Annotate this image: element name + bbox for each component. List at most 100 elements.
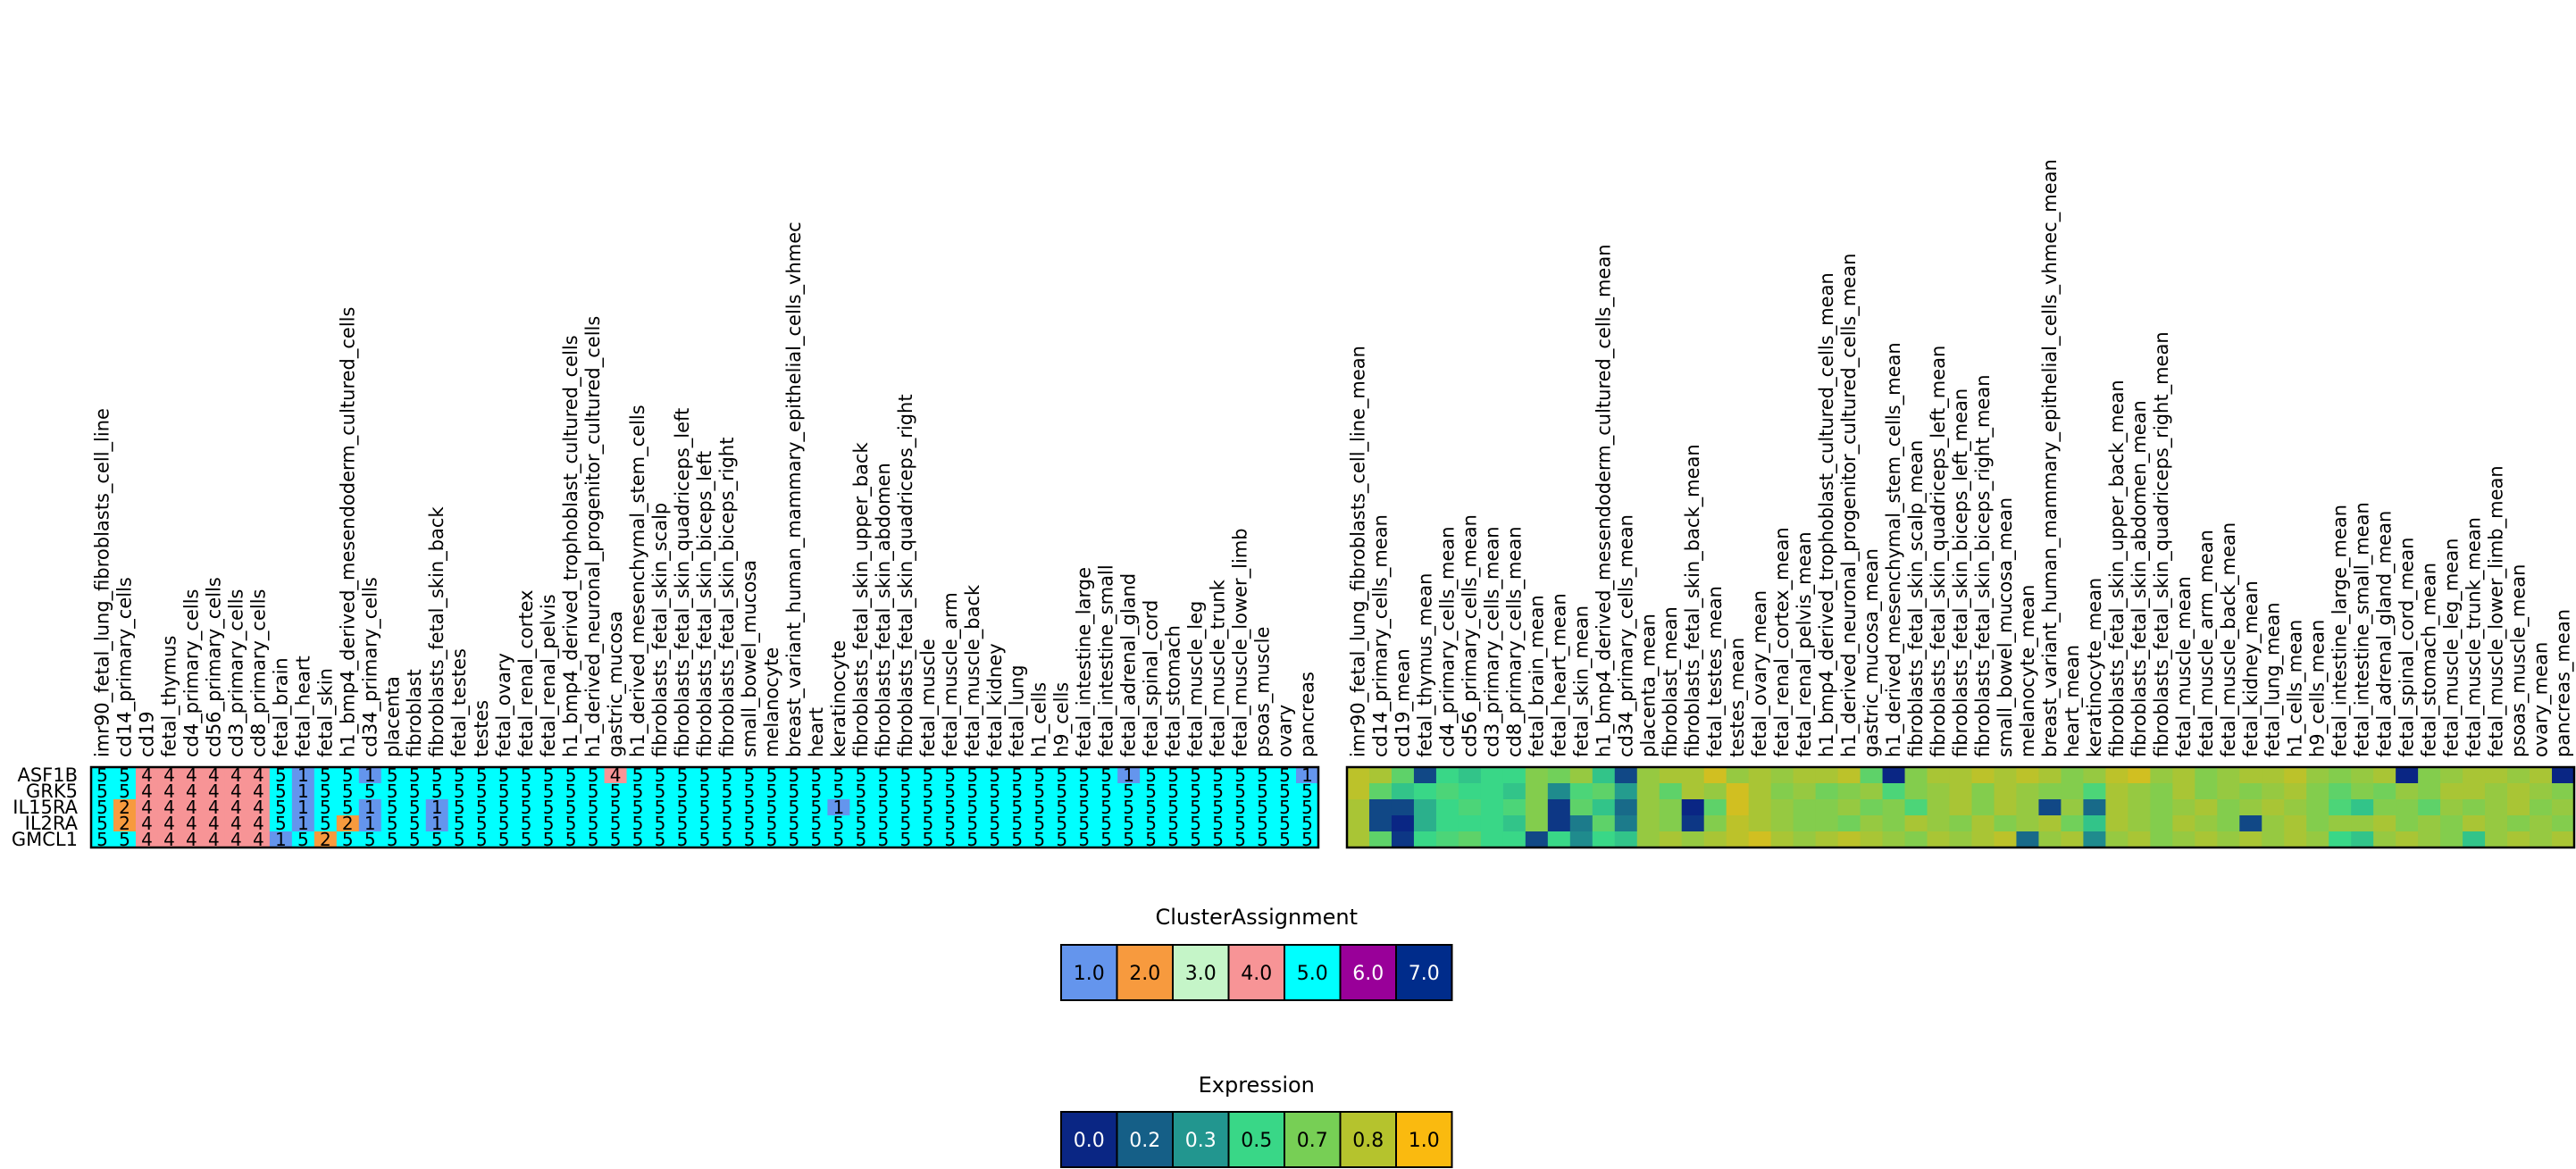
expression-cell <box>1949 767 1972 784</box>
cluster-cell-label: 5 <box>699 764 711 786</box>
cluster-cell <box>269 799 293 816</box>
cluster-cell-label: 5 <box>722 797 733 818</box>
cluster-cell-label: 2 <box>342 813 354 834</box>
cluster-cell <box>470 767 494 784</box>
expression-cell <box>1636 815 1660 832</box>
cluster-cell <box>760 815 783 832</box>
column-label: fetal_kidney <box>984 643 1007 757</box>
cluster-cell <box>961 799 984 816</box>
column-label: keratinocyte <box>828 640 849 757</box>
cluster-cell <box>202 815 226 832</box>
row-label: GRK5 <box>26 781 78 802</box>
expression-cell <box>1994 783 2017 800</box>
cluster-cell <box>470 831 494 848</box>
expression-cell <box>1882 799 1906 816</box>
cluster-cell-label: 5 <box>1123 813 1134 834</box>
cluster-cell-label: 5 <box>1100 781 1112 802</box>
cluster-cell <box>247 815 271 832</box>
cluster-cell-label: 5 <box>1011 764 1023 786</box>
cluster-cell <box>514 783 539 800</box>
expression-cell <box>2351 799 2374 816</box>
expression-cell <box>2150 799 2173 816</box>
expression-cell <box>1748 799 1772 816</box>
cluster-cell-label: 5 <box>1078 781 1090 802</box>
column-label: small_bowel_mucosa <box>739 560 761 757</box>
cluster-cell <box>291 831 315 848</box>
cluster-cell <box>648 799 673 816</box>
expression-cell <box>2038 831 2062 848</box>
column-label: placenta <box>381 676 403 757</box>
cluster-cell <box>1073 783 1096 800</box>
cluster-cell <box>604 831 628 848</box>
expression-cell <box>1971 767 1995 784</box>
cluster-cell-label: 4 <box>186 797 197 818</box>
cluster-cell <box>336 831 360 848</box>
cluster-cell <box>1251 815 1275 832</box>
expression-cell <box>2507 767 2530 784</box>
cluster-cell <box>581 799 606 816</box>
cluster-cell-label: 5 <box>1078 829 1090 850</box>
cluster-cell-label: 4 <box>230 813 242 834</box>
column-label: fibroblasts_fetal_skin_back <box>426 506 448 757</box>
cluster-cell <box>849 815 873 832</box>
cluster-cell <box>113 799 137 816</box>
cluster-cell <box>381 815 405 832</box>
cluster-cell <box>447 831 472 848</box>
cluster-cell-label: 4 <box>253 829 264 850</box>
expression-cell <box>1502 799 1526 816</box>
cluster-cell <box>827 831 850 848</box>
cluster-cell <box>939 799 962 816</box>
cluster-cell <box>358 815 382 832</box>
cluster-cell-label: 1 <box>297 797 309 818</box>
expression-cell <box>1882 815 1906 832</box>
expression-cell <box>1614 799 1638 816</box>
cluster-cell-label: 5 <box>744 764 756 786</box>
cluster-cell-label: 5 <box>476 813 488 834</box>
cluster-cell <box>693 815 716 832</box>
cluster-cell-label: 5 <box>856 797 867 818</box>
expression-cell <box>2373 831 2396 848</box>
cluster-cell <box>648 767 673 784</box>
expression-cell <box>2329 767 2352 784</box>
expression-cell <box>2061 783 2084 800</box>
cluster-cell-label: 2 <box>320 829 331 850</box>
legend-swatch <box>1284 1111 1342 1168</box>
cluster-cell <box>224 815 248 832</box>
cluster-cell-label: 5 <box>275 797 287 818</box>
expression-cell <box>2262 783 2285 800</box>
expression-cell <box>1569 767 1593 784</box>
column-label: fibroblasts_fetal_skin_quadriceps_left_m… <box>1928 346 1950 757</box>
expression-cell <box>1837 799 1861 816</box>
cluster-cell <box>916 783 940 800</box>
cluster-cell-label: 5 <box>632 829 644 850</box>
expression-cell <box>1860 799 1884 816</box>
expression-cell <box>2083 783 2106 800</box>
cluster-cell <box>671 783 695 800</box>
cluster-cell-label: 5 <box>96 764 108 786</box>
column-label: cd8_primary_cells <box>247 589 270 758</box>
legend-label: 0.5 <box>1241 1130 1272 1152</box>
expression-cell <box>1636 799 1660 816</box>
expression-cell <box>1681 799 1705 816</box>
legend-label: 0.7 <box>1297 1130 1328 1152</box>
cluster-cell <box>872 815 895 832</box>
cluster-cell-label: 5 <box>565 764 577 786</box>
cluster-cell <box>403 767 427 784</box>
cluster-cell <box>715 783 739 800</box>
column-label: fibroblasts_fetal_skin_quadriceps_right_… <box>2151 331 2173 757</box>
cluster-cell <box>1274 815 1297 832</box>
cluster-cell-label: 5 <box>811 829 823 850</box>
cluster-cell-label: 5 <box>96 813 108 834</box>
cluster-cell-label: 5 <box>1123 829 1134 850</box>
expression-cell <box>1703 799 1727 816</box>
expression-cell <box>1904 767 1928 784</box>
cluster-cell-label: 5 <box>744 781 756 802</box>
cluster-cell-label: 5 <box>944 781 956 802</box>
expression-cell <box>1569 783 1593 800</box>
cluster-cell <box>827 783 850 800</box>
expression-cell <box>1837 783 1861 800</box>
expression-cell <box>1748 815 1772 832</box>
cluster-cell-label: 5 <box>476 829 488 850</box>
legend-swatch <box>1227 944 1285 1001</box>
